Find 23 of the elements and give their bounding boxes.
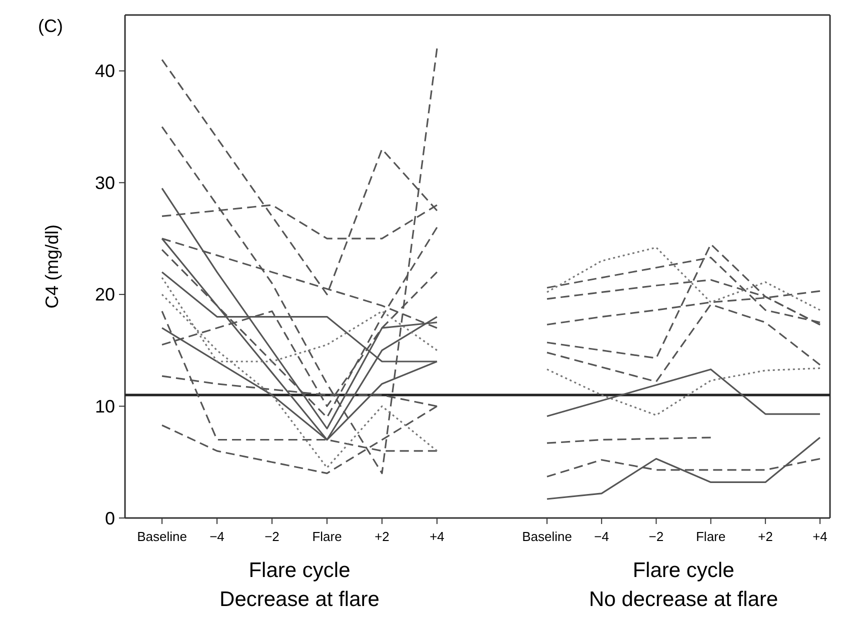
y-tick-label: 40 [94, 61, 115, 82]
x-tick-label: −2 [264, 529, 280, 544]
text: Decrease at flare [220, 588, 380, 611]
x-tick-label: −4 [594, 529, 610, 544]
y-tick-label: 0 [104, 508, 115, 528]
x-tick-label: +4 [430, 529, 444, 544]
x-tick-label: +2 [374, 529, 390, 544]
y-tick-label: 10 [94, 396, 115, 417]
text: No decrease at flare [588, 588, 778, 611]
x-tick-label: +4 [812, 529, 828, 544]
x-tick-label: −2 [648, 529, 664, 544]
x-tick-label: Flare [312, 529, 342, 544]
x-tick-label: Flare [696, 529, 726, 544]
x-tick-label: −4 [210, 529, 224, 544]
y-tick-label: 20 [94, 284, 115, 305]
x-axis-title: Flare cycle [248, 559, 350, 582]
chart-title: (C) [38, 16, 63, 36]
x-tick-label: +2 [758, 529, 773, 544]
y-axis-title: C4 (mg/dl) [42, 224, 62, 309]
x-tick-label: Baseline [137, 529, 187, 544]
x-tick-label: Baseline [522, 529, 572, 544]
y-tick-label: 30 [94, 172, 115, 193]
x-axis-title: Flare cycle [632, 559, 734, 582]
